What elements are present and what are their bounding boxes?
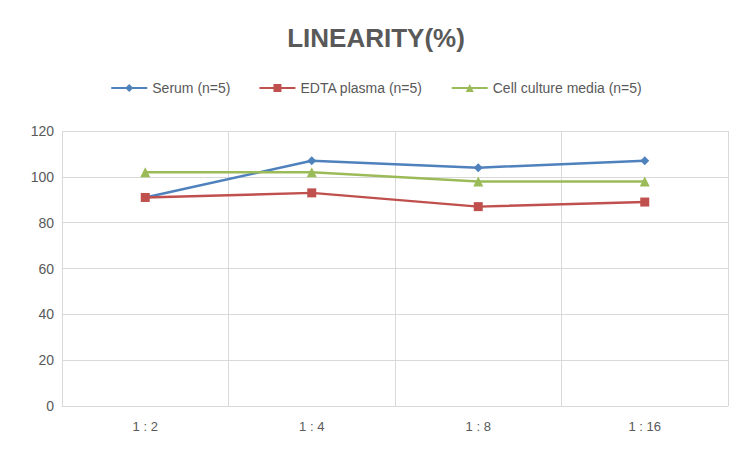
svg-text:1 : 2: 1 : 2 [133, 419, 158, 434]
svg-text:1 : 8: 1 : 8 [466, 419, 491, 434]
svg-text:60: 60 [38, 261, 54, 277]
svg-text:1 : 16: 1 : 16 [628, 419, 661, 434]
svg-text:Serum (n=5): Serum (n=5) [152, 80, 230, 96]
svg-text:40: 40 [38, 306, 54, 322]
svg-text:Cell culture media (n=5): Cell culture media (n=5) [493, 80, 642, 96]
svg-text:20: 20 [38, 352, 54, 368]
svg-text:LINEARITY(%): LINEARITY(%) [287, 23, 465, 53]
svg-text:0: 0 [46, 398, 54, 414]
svg-text:120: 120 [31, 123, 55, 139]
svg-text:1 : 4: 1 : 4 [299, 419, 324, 434]
svg-text:80: 80 [38, 215, 54, 231]
svg-text:EDTA plasma (n=5): EDTA plasma (n=5) [300, 80, 422, 96]
svg-text:100: 100 [31, 169, 55, 185]
